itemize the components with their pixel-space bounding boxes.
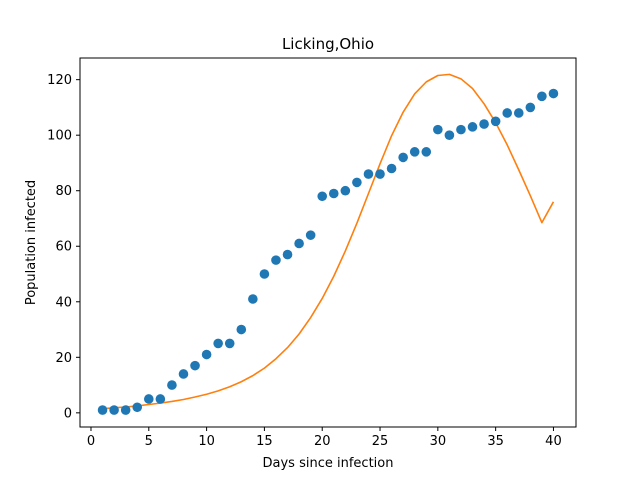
x-tick-label: 40 — [545, 434, 562, 449]
x-tick-label: 5 — [145, 434, 153, 449]
data-point — [479, 119, 489, 129]
data-point — [513, 108, 524, 118]
data-point — [155, 394, 166, 404]
data-point — [248, 294, 258, 304]
x-tick-label: 20 — [314, 434, 331, 449]
y-axis-ticks: 0 20 40 60 80 100 120 — [47, 73, 80, 421]
data-point — [305, 230, 316, 240]
x-axis-label: Days since infection — [263, 456, 394, 471]
x-axis-ticks: 0 5 10 15 20 25 30 35 40 — [87, 427, 562, 449]
axes-frame — [79, 57, 577, 428]
data-point — [352, 177, 362, 188]
data-point — [97, 405, 108, 415]
data-point — [213, 338, 223, 349]
data-point — [490, 116, 501, 127]
data-point — [467, 122, 478, 132]
data-point — [386, 163, 397, 174]
data-point — [271, 255, 281, 265]
y-axis-label: Population infected — [24, 180, 39, 305]
x-tick-label: 25 — [372, 434, 389, 449]
data-point — [259, 269, 270, 279]
y-tick-label: 60 — [55, 240, 72, 255]
y-tick-label: 120 — [47, 73, 72, 88]
data-point — [340, 185, 351, 196]
data-point — [178, 369, 189, 379]
data-point — [328, 188, 339, 199]
data-point — [456, 124, 466, 135]
x-tick-label: 35 — [487, 434, 504, 449]
data-point — [167, 380, 177, 390]
y-tick-label: 20 — [55, 351, 72, 366]
chart-marks — [97, 73, 559, 415]
data-point — [548, 88, 559, 99]
y-tick-label: 80 — [55, 184, 72, 199]
data-point — [224, 338, 235, 349]
data-point — [120, 405, 131, 415]
data-point — [236, 324, 247, 335]
data-point — [409, 147, 420, 157]
data-point — [398, 152, 408, 163]
x-tick-label: 15 — [256, 434, 273, 449]
y-tick-label: 40 — [55, 295, 72, 310]
data-point — [433, 124, 443, 135]
data-point — [190, 360, 200, 371]
x-tick-label: 30 — [430, 434, 447, 449]
data-point — [375, 169, 385, 179]
fit-line — [102, 73, 555, 410]
y-tick-label: 100 — [47, 129, 72, 144]
x-tick-label: 0 — [87, 434, 95, 449]
data-point — [294, 238, 304, 249]
data-point — [282, 249, 293, 260]
data-point — [537, 91, 547, 102]
data-point — [363, 169, 374, 179]
data-point — [143, 394, 154, 404]
chart-title: Licking,Ohio — [282, 35, 374, 53]
data-point — [421, 147, 432, 157]
data-point — [525, 102, 536, 113]
data-point — [132, 402, 143, 413]
y-tick-label: 0 — [64, 406, 72, 421]
data-point — [502, 108, 513, 118]
data-point — [317, 191, 328, 202]
data-point — [201, 349, 212, 360]
data-point — [444, 130, 455, 140]
x-tick-label: 10 — [198, 434, 215, 449]
data-point — [109, 405, 119, 415]
